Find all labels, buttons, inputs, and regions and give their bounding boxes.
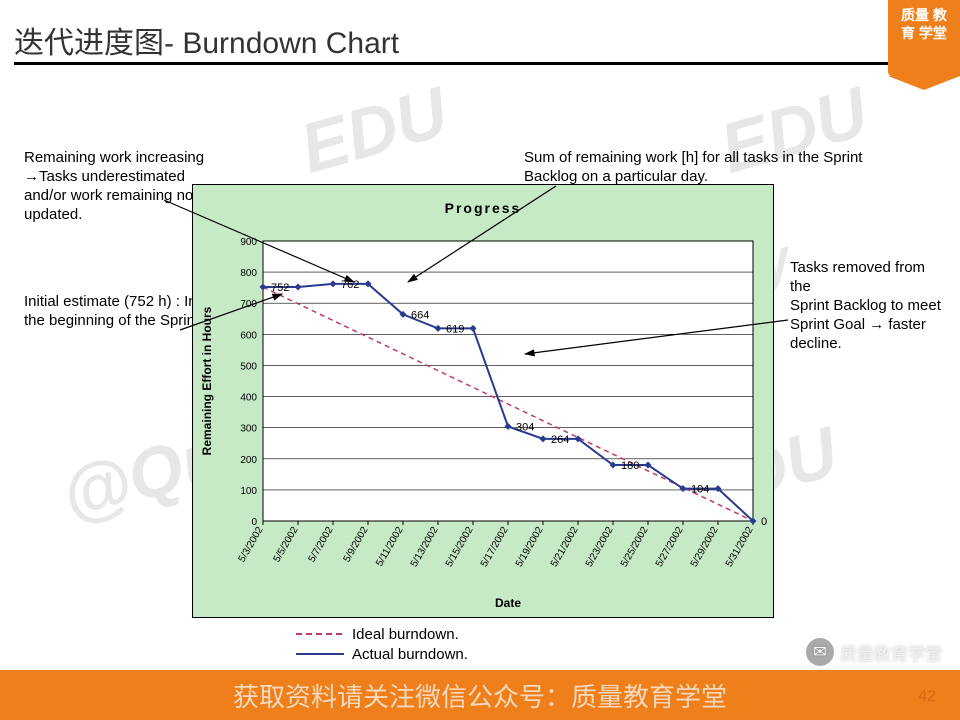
svg-text:300: 300 [240, 424, 257, 435]
svg-text:200: 200 [240, 455, 257, 466]
chart-legend: Ideal burndown. Actual burndown. [296, 624, 468, 664]
svg-text:Remaining Effort in Hours: Remaining Effort in Hours [200, 306, 214, 455]
svg-text:500: 500 [240, 361, 257, 372]
legend-label: Ideal burndown. [352, 626, 459, 643]
legend-swatch-actual [296, 647, 344, 661]
svg-text:5/7/2002: 5/7/2002 [307, 525, 336, 565]
svg-text:5/3/2002: 5/3/2002 [237, 525, 266, 565]
svg-text:800: 800 [240, 268, 257, 279]
annotation-initial-estimate: Initial estimate (752 h) : In the beginn… [24, 292, 214, 330]
svg-text:5/9/2002: 5/9/2002 [342, 525, 371, 565]
wechat-badge: ✉ 质量教育学堂 [806, 638, 942, 666]
svg-text:264: 264 [551, 434, 569, 446]
svg-text:5/25/2002: 5/25/2002 [619, 525, 651, 569]
svg-text:5/31/2002: 5/31/2002 [724, 525, 756, 569]
chart-svg: Progress Remaining Effort in Hours Date 0 10… [193, 185, 773, 617]
brand-logo: 质量 教育 学堂 [888, 0, 960, 76]
burndown-chart: Progress Remaining Effort in Hours Date 0 10… [192, 184, 774, 618]
svg-text:5/27/2002: 5/27/2002 [654, 525, 686, 569]
svg-text:900: 900 [240, 237, 257, 248]
svg-text:664: 664 [411, 309, 429, 321]
svg-text:5/29/2002: 5/29/2002 [689, 525, 721, 569]
svg-text:5/21/2002: 5/21/2002 [549, 525, 581, 569]
svg-text:100: 100 [240, 486, 257, 497]
watermark: EDU [292, 71, 456, 189]
svg-text:Progress: Progress [445, 200, 522, 216]
slide: EDU EDU @Qua EDU y 迭代进度图- Burndown Chart… [0, 0, 960, 720]
svg-text:304: 304 [516, 421, 534, 433]
annotation-tasks-removed: Tasks removed from the Sprint Backlog to… [790, 258, 950, 353]
svg-text:Date: Date [495, 596, 521, 610]
svg-text:700: 700 [240, 299, 257, 310]
slide-title: 迭代进度图- Burndown Chart [14, 18, 946, 62]
legend-item-actual: Actual burndown. [296, 644, 468, 664]
svg-text:619: 619 [446, 323, 464, 335]
legend-label: Actual burndown. [352, 646, 468, 663]
svg-text:5/23/2002: 5/23/2002 [584, 525, 616, 569]
svg-text:5/19/2002: 5/19/2002 [514, 525, 546, 569]
page-number: 42 [918, 688, 936, 706]
svg-text:600: 600 [240, 330, 257, 341]
svg-text:5/13/2002: 5/13/2002 [409, 525, 441, 569]
legend-item-ideal: Ideal burndown. [296, 624, 468, 644]
title-text: 迭代进度图- Burndown Chart [14, 27, 399, 60]
wechat-label: 质量教育学堂 [840, 640, 942, 665]
svg-text:5/5/2002: 5/5/2002 [272, 525, 301, 565]
logo-triangle-icon [888, 76, 960, 90]
legend-swatch-ideal [296, 627, 344, 641]
svg-text:752: 752 [271, 282, 289, 294]
wechat-icon: ✉ [806, 638, 834, 666]
svg-text:180: 180 [621, 460, 639, 472]
svg-text:5/17/2002: 5/17/2002 [479, 525, 511, 569]
logo-text: 质量 教育 学堂 [898, 6, 950, 42]
svg-text:104: 104 [691, 484, 709, 496]
svg-text:762: 762 [341, 279, 359, 291]
svg-text:5/11/2002: 5/11/2002 [374, 525, 406, 569]
annotation-sum-remaining: Sum of remaining work [h] for all tasks … [524, 148, 904, 186]
footer-text: 获取资料请关注微信公众号：质量教育学堂 [233, 677, 727, 714]
svg-text:5/15/2002: 5/15/2002 [444, 525, 476, 569]
footer-bar: 获取资料请关注微信公众号：质量教育学堂 [0, 670, 960, 720]
svg-text:400: 400 [240, 393, 257, 404]
svg-text:0: 0 [761, 516, 767, 528]
title-rule [14, 62, 934, 65]
